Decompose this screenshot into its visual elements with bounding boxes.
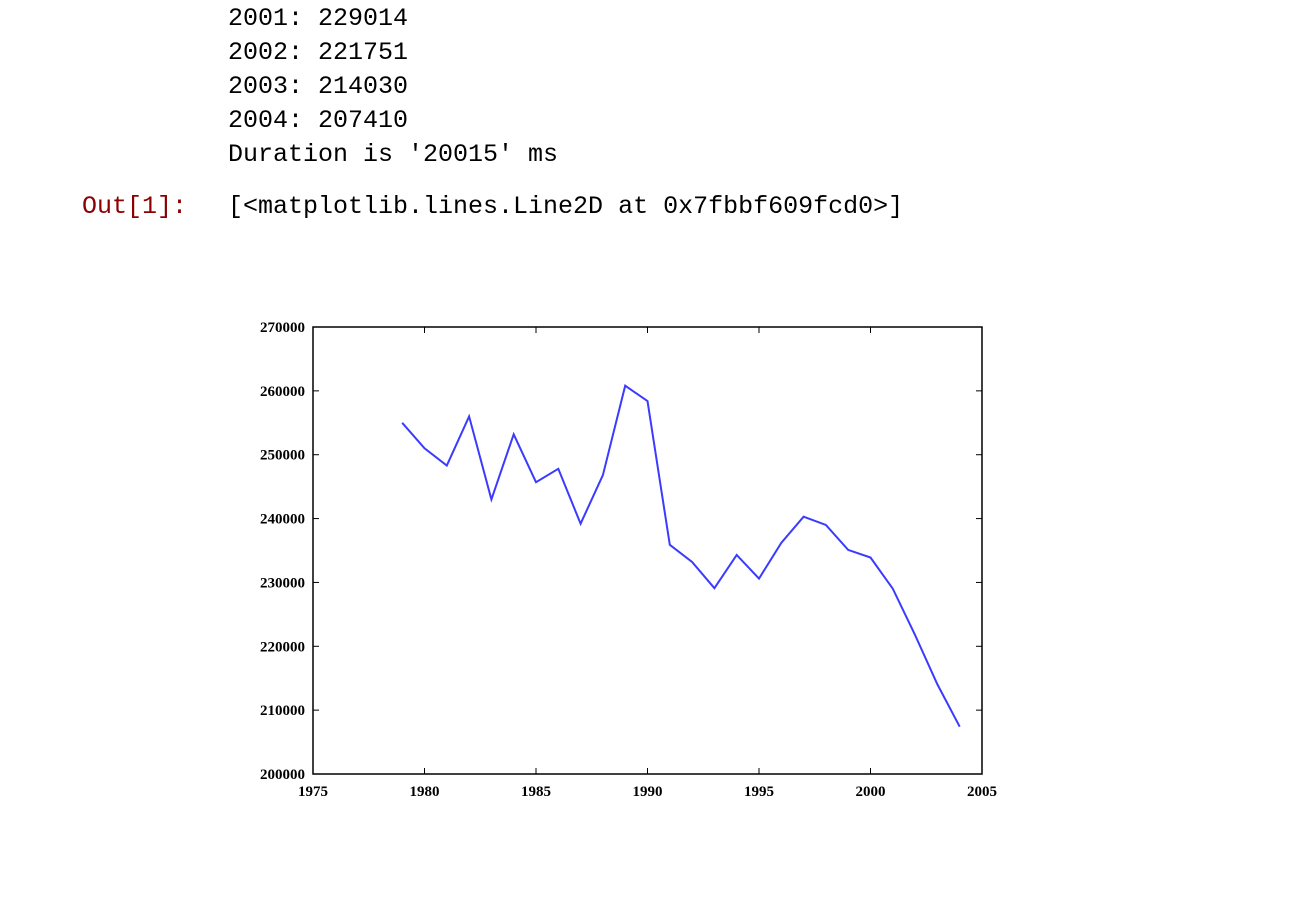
stdout-line: 2003: 214030	[228, 72, 409, 101]
y-tick-label: 230000	[260, 575, 305, 591]
x-tick-label: 1995	[744, 784, 774, 800]
axis-tick-labels: 1975 1980 1985 1990 1995 2000 2005 200000 210000…	[260, 320, 997, 800]
y-tick-label: 210000	[260, 703, 305, 719]
y-tick-label: 270000	[260, 320, 305, 336]
y-tick-label: 260000	[260, 384, 305, 400]
y-tick-label: 250000	[260, 448, 305, 464]
stdout-output: 2001: 229014 2002: 221751 2003: 214030 2…	[228, 2, 558, 172]
x-tick-label: 2005	[967, 784, 997, 800]
data-series-line	[401, 384, 961, 728]
duration-line: Duration is '20015' ms	[228, 140, 559, 169]
x-tick-label: 2000	[856, 784, 886, 800]
y-tick-label: 240000	[260, 512, 305, 528]
output-prompt: Out[1]:	[82, 192, 188, 221]
stdout-line: 2002: 221751	[228, 38, 409, 67]
x-tick-label: 1990	[633, 784, 663, 800]
y-tick-label: 200000	[260, 767, 305, 783]
y-tick-label: 220000	[260, 639, 305, 655]
stdout-line: 2004: 207410	[228, 106, 409, 135]
output-value: [<matplotlib.lines.Line2D at 0x7fbbf609f…	[228, 192, 904, 221]
x-tick-label: 1980	[410, 784, 440, 800]
x-tick-label: 1975	[298, 784, 328, 800]
stdout-line: 2001: 229014	[228, 4, 409, 33]
axis-ticks	[312, 326, 983, 775]
x-tick-label: 1985	[521, 784, 551, 800]
plot-frame	[312, 326, 983, 775]
